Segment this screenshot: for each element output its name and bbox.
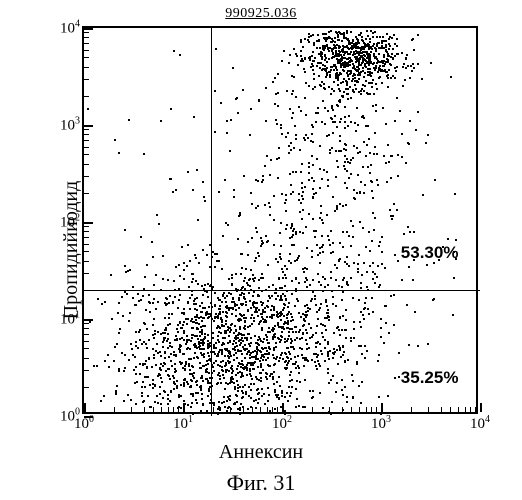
y-minor-tick — [84, 134, 89, 135]
y-minor-tick — [84, 43, 89, 44]
x-tick-label: 101 — [173, 412, 193, 433]
x-minor-tick — [144, 407, 145, 412]
x-major-tick — [84, 403, 86, 412]
y-minor-tick — [84, 244, 89, 245]
x-minor-tick — [161, 407, 162, 412]
y-minor-tick — [84, 50, 89, 51]
x-major-tick — [381, 403, 383, 412]
y-major-tick — [84, 28, 93, 30]
y-minor-tick — [84, 273, 89, 274]
y-minor-tick — [84, 370, 89, 371]
x-minor-tick — [371, 407, 372, 412]
y-tick-label: 101 — [60, 310, 84, 329]
y-minor-tick — [84, 341, 89, 342]
x-minor-tick — [366, 407, 367, 412]
y-minor-tick — [84, 328, 89, 329]
y-minor-tick — [84, 147, 89, 148]
x-minor-tick — [260, 407, 261, 412]
y-tick-label: 104 — [60, 19, 84, 38]
plot-title: 990925.036 — [225, 6, 297, 22]
quadrant-line-horizontal — [84, 290, 480, 292]
y-major-tick — [84, 222, 93, 224]
x-minor-tick — [312, 407, 313, 412]
x-minor-tick — [168, 407, 169, 412]
y-minor-tick — [84, 226, 89, 227]
y-minor-tick — [84, 261, 89, 262]
y-minor-tick — [84, 237, 89, 238]
x-minor-tick — [411, 407, 412, 412]
y-minor-tick — [84, 387, 89, 388]
y-minor-tick — [84, 154, 89, 155]
y-minor-tick — [84, 57, 89, 58]
x-axis-label: Аннексин — [219, 441, 303, 464]
y-minor-tick — [84, 231, 89, 232]
x-minor-tick — [450, 407, 451, 412]
y-minor-tick — [84, 96, 89, 97]
y-axis-label: Пропидийиодид — [60, 181, 83, 320]
y-minor-tick — [84, 290, 89, 291]
y-minor-tick — [84, 32, 89, 33]
y-tick-label: 103 — [60, 116, 84, 135]
y-minor-tick — [84, 348, 89, 349]
x-major-tick — [480, 403, 482, 412]
y-minor-tick — [84, 164, 89, 165]
x-tick-label: 102 — [272, 412, 292, 433]
y-minor-tick — [84, 323, 89, 324]
y-minor-tick — [84, 140, 89, 141]
y-minor-tick — [84, 193, 89, 194]
x-minor-tick — [475, 407, 476, 412]
x-tick-label: 103 — [371, 412, 391, 433]
x-minor-tick — [252, 407, 253, 412]
y-major-tick — [84, 416, 93, 418]
x-major-tick — [282, 403, 284, 412]
x-minor-tick — [441, 407, 442, 412]
x-minor-tick — [114, 407, 115, 412]
y-minor-tick — [84, 129, 89, 130]
x-minor-tick — [131, 407, 132, 412]
figure: 990925.036 Пропидийиодид Аннексин Фиг. 3… — [0, 0, 522, 500]
x-minor-tick — [465, 407, 466, 412]
x-minor-tick — [277, 407, 278, 412]
x-minor-tick — [213, 407, 214, 412]
x-tick-label: 104 — [470, 412, 490, 433]
y-minor-tick — [84, 37, 89, 38]
scatter-plot: 10010010110110210210310310410453.30%35.2… — [82, 26, 478, 414]
quadrant-annotation: 53.30% — [401, 243, 459, 263]
figure-caption: Фиг. 31 — [227, 470, 296, 496]
x-minor-tick — [470, 407, 471, 412]
x-minor-tick — [428, 407, 429, 412]
x-minor-tick — [173, 407, 174, 412]
y-tick-label: 102 — [60, 213, 84, 232]
y-minor-tick — [84, 67, 89, 68]
x-minor-tick — [376, 407, 377, 412]
x-minor-tick — [359, 407, 360, 412]
quadrant-annotation: 35.25% — [401, 368, 459, 388]
y-major-tick — [84, 125, 93, 127]
x-minor-tick — [153, 407, 154, 412]
y-minor-tick — [84, 358, 89, 359]
y-minor-tick — [84, 176, 89, 177]
x-minor-tick — [351, 407, 352, 412]
y-minor-tick — [84, 334, 89, 335]
y-minor-tick — [84, 79, 89, 80]
x-minor-tick — [458, 407, 459, 412]
y-minor-tick — [84, 251, 89, 252]
x-minor-tick — [267, 407, 268, 412]
